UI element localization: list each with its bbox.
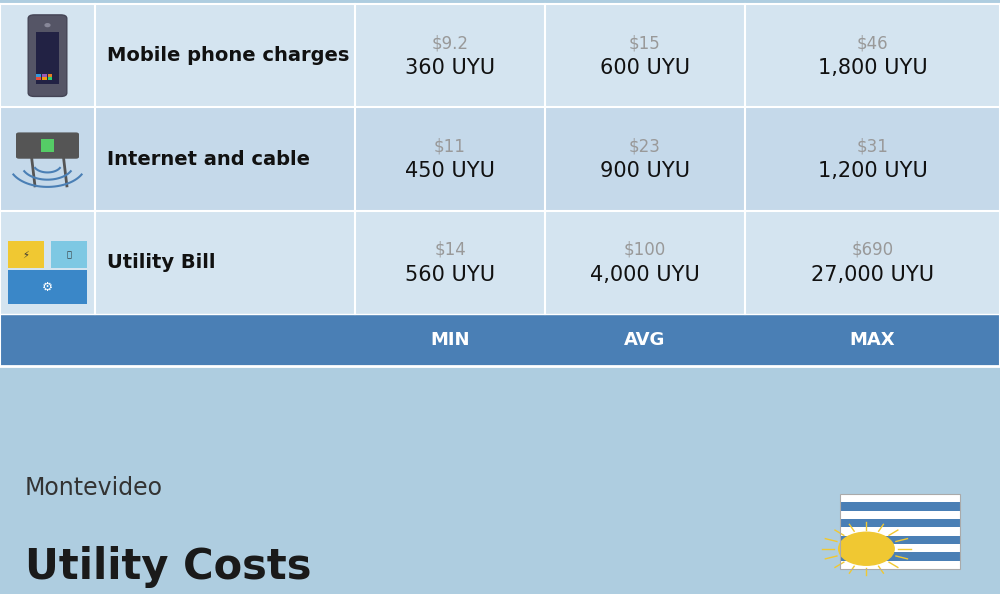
Text: Internet and cable: Internet and cable bbox=[107, 150, 310, 169]
Bar bbox=[0, 314, 1000, 366]
Bar bbox=[840, 561, 960, 569]
Bar bbox=[840, 511, 960, 519]
Text: 🚿: 🚿 bbox=[66, 250, 71, 259]
Text: Utility Bill: Utility Bill bbox=[107, 253, 216, 272]
FancyBboxPatch shape bbox=[840, 494, 960, 569]
Bar bbox=[51, 241, 87, 268]
Text: MIN: MIN bbox=[430, 331, 470, 349]
Text: AVG: AVG bbox=[624, 331, 666, 349]
Circle shape bbox=[45, 24, 50, 27]
Bar bbox=[840, 503, 960, 511]
Text: Montevideo: Montevideo bbox=[25, 476, 163, 500]
Text: $9.2: $9.2 bbox=[432, 34, 468, 52]
Text: 560 UYU: 560 UYU bbox=[405, 265, 495, 285]
Bar bbox=[48, 74, 52, 77]
Text: $690: $690 bbox=[851, 241, 894, 259]
Text: $46: $46 bbox=[857, 34, 888, 52]
Text: 1,800 UYU: 1,800 UYU bbox=[818, 58, 927, 78]
Bar bbox=[8, 241, 44, 268]
Text: ⚡: ⚡ bbox=[22, 249, 29, 260]
Text: Utility Costs: Utility Costs bbox=[25, 546, 312, 588]
Circle shape bbox=[839, 532, 894, 565]
FancyBboxPatch shape bbox=[28, 15, 67, 96]
Text: Mobile phone charges: Mobile phone charges bbox=[107, 46, 349, 65]
Bar bbox=[840, 519, 960, 527]
Text: $31: $31 bbox=[857, 138, 888, 156]
Text: 4,000 UYU: 4,000 UYU bbox=[590, 265, 700, 285]
Bar bbox=[840, 494, 960, 569]
Text: 450 UYU: 450 UYU bbox=[405, 162, 495, 181]
Bar bbox=[0, 4, 1000, 108]
Bar bbox=[36, 32, 59, 84]
Bar bbox=[0, 108, 1000, 211]
Bar bbox=[840, 544, 960, 552]
Bar bbox=[0, 211, 1000, 314]
Bar bbox=[48, 77, 52, 80]
Text: 900 UYU: 900 UYU bbox=[600, 162, 690, 181]
Bar bbox=[840, 552, 960, 561]
Text: $23: $23 bbox=[629, 138, 661, 156]
Text: $15: $15 bbox=[629, 34, 661, 52]
Text: $100: $100 bbox=[624, 241, 666, 259]
Bar bbox=[36, 77, 41, 80]
Text: 1,200 UYU: 1,200 UYU bbox=[818, 162, 927, 181]
Text: MAX: MAX bbox=[850, 331, 895, 349]
Bar bbox=[42, 74, 47, 77]
Text: ⚙: ⚙ bbox=[42, 280, 53, 293]
Bar bbox=[41, 139, 54, 153]
Text: 600 UYU: 600 UYU bbox=[600, 58, 690, 78]
Bar bbox=[840, 494, 960, 503]
Text: $14: $14 bbox=[434, 241, 466, 259]
Bar bbox=[840, 527, 960, 536]
Bar bbox=[8, 270, 87, 304]
Bar bbox=[36, 74, 41, 77]
Text: 360 UYU: 360 UYU bbox=[405, 58, 495, 78]
Bar bbox=[42, 77, 47, 80]
Text: 27,000 UYU: 27,000 UYU bbox=[811, 265, 934, 285]
FancyBboxPatch shape bbox=[16, 132, 79, 159]
Text: $11: $11 bbox=[434, 138, 466, 156]
Bar bbox=[840, 536, 960, 544]
